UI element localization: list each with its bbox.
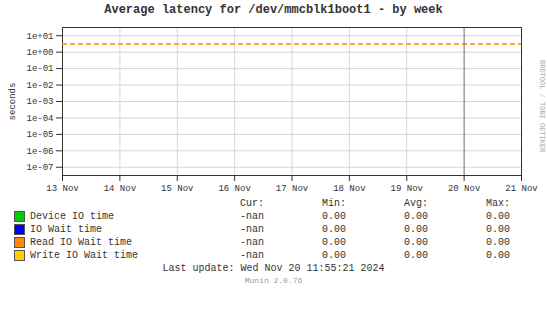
html-text:Read IO Wait time: Read IO Wait time xyxy=(30,237,132,248)
html-text:0.00: 0.00 xyxy=(486,237,510,248)
html-text:0.00: 0.00 xyxy=(404,224,428,235)
html-text:Avg:: Avg: xyxy=(404,198,428,209)
html-text:Average latency for /dev/mmcbl: Average latency for /dev/mmcblk1boot1 - … xyxy=(104,3,443,17)
svg-text:1e-06: 1e-06 xyxy=(26,147,53,157)
html-text:0.00: 0.00 xyxy=(322,250,346,261)
svg-text:13 Nov: 13 Nov xyxy=(46,184,79,194)
svg-text:21 Nov: 21 Nov xyxy=(505,184,538,194)
svg-text:1e-01: 1e-01 xyxy=(26,64,53,74)
svg-text:16 Nov: 16 Nov xyxy=(218,184,251,194)
html-text:-nan: -nan xyxy=(240,224,264,235)
svg-text:seconds: seconds xyxy=(8,83,18,121)
svg-text:1e+00: 1e+00 xyxy=(26,48,53,58)
html-text:0.00: 0.00 xyxy=(486,211,510,222)
svg-text:1e-02: 1e-02 xyxy=(26,81,53,91)
svg-text:19 Nov: 19 Nov xyxy=(391,184,424,194)
svg-text:18 Nov: 18 Nov xyxy=(333,184,366,194)
html-text:0.00: 0.00 xyxy=(322,211,346,222)
html-text:0.00: 0.00 xyxy=(404,211,428,222)
svg-text:1e+01: 1e+01 xyxy=(26,32,53,42)
svg-text:17 Nov: 17 Nov xyxy=(276,184,309,194)
html-text:Write IO Wait time: Write IO Wait time xyxy=(30,250,138,261)
svg-text:15 Nov: 15 Nov xyxy=(161,184,194,194)
html-text:0.00: 0.00 xyxy=(322,224,346,235)
html-text:-nan: -nan xyxy=(240,250,264,261)
html-text:Max:: Max: xyxy=(486,198,510,209)
html-text:0.00: 0.00 xyxy=(486,224,510,235)
html-text:-nan: -nan xyxy=(240,211,264,222)
html-text:Device IO time: Device IO time xyxy=(30,211,114,222)
svg-text:14 Nov: 14 Nov xyxy=(104,184,137,194)
html-text:Last update: Wed Nov 20 11:55:: Last update: Wed Nov 20 11:55:21 2024 xyxy=(162,263,385,274)
html-text:0.00: 0.00 xyxy=(322,237,346,248)
html-text:0.00: 0.00 xyxy=(404,237,428,248)
html-text:0.00: 0.00 xyxy=(486,250,510,261)
svg-text:1e-04: 1e-04 xyxy=(26,114,53,124)
svg-text:1e-03: 1e-03 xyxy=(26,97,53,107)
html-text:IO Wait time: IO Wait time xyxy=(30,224,102,235)
svg-text:1e-05: 1e-05 xyxy=(26,130,53,140)
html-text:RRDTOOL / TOBI OETIKER: RRDTOOL / TOBI OETIKER xyxy=(538,60,546,153)
html-text:Cur:: Cur: xyxy=(240,198,264,209)
svg-text:1e-07: 1e-07 xyxy=(26,163,53,173)
svg-text:20 Nov: 20 Nov xyxy=(448,184,481,194)
html-text:0.00: 0.00 xyxy=(404,250,428,261)
html-text:-nan: -nan xyxy=(240,237,264,248)
html-text:Min:: Min: xyxy=(322,198,346,209)
html-text:Munin 2.0.76: Munin 2.0.76 xyxy=(244,276,303,285)
